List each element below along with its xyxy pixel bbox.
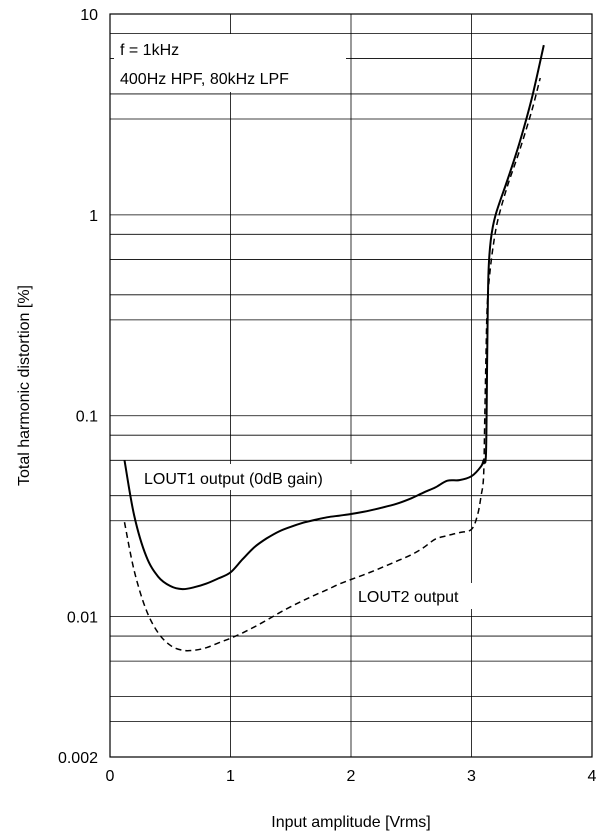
- y-tick-label-3: 1: [89, 208, 98, 225]
- y-tick-label-1: 0.01: [67, 610, 98, 627]
- series-line-lout1: [123, 44, 545, 591]
- y-axis-label: Total harmonic distortion [%]: [16, 285, 33, 486]
- x-tick-label-0: 0: [106, 768, 115, 785]
- annotation-filters: 400Hz HPF, 80kHz LPF: [120, 71, 289, 88]
- series-label-bg-lout1: [138, 464, 374, 490]
- series-label-bg-lout2: [352, 583, 490, 609]
- tick-labels: 0 1 2 3 4 0.002 0.01 0.1 1 10: [58, 7, 597, 785]
- annotation-box: [114, 34, 346, 92]
- series-label-lout2: LOUT2 output: [358, 589, 459, 606]
- grid: [110, 14, 592, 757]
- series-lines: [123, 44, 545, 652]
- plot-frame: [109, 13, 593, 758]
- y-tick-label-2: 0.1: [76, 409, 98, 426]
- y-tick-label-4: 10: [80, 7, 98, 24]
- y-tick-label-0: 0.002: [58, 750, 98, 767]
- x-tick-label-3: 3: [467, 768, 476, 785]
- x-axis-label: Input amplitude [Vrms]: [271, 814, 430, 831]
- x-tick-label-2: 2: [347, 768, 356, 785]
- series-label-lout1: LOUT1 output (0dB gain): [144, 471, 323, 488]
- x-tick-label-4: 4: [588, 768, 597, 785]
- x-tick-label-1: 1: [226, 768, 235, 785]
- annotation-frequency: f = 1kHz: [120, 42, 179, 59]
- series-line-lout2: [123, 77, 541, 652]
